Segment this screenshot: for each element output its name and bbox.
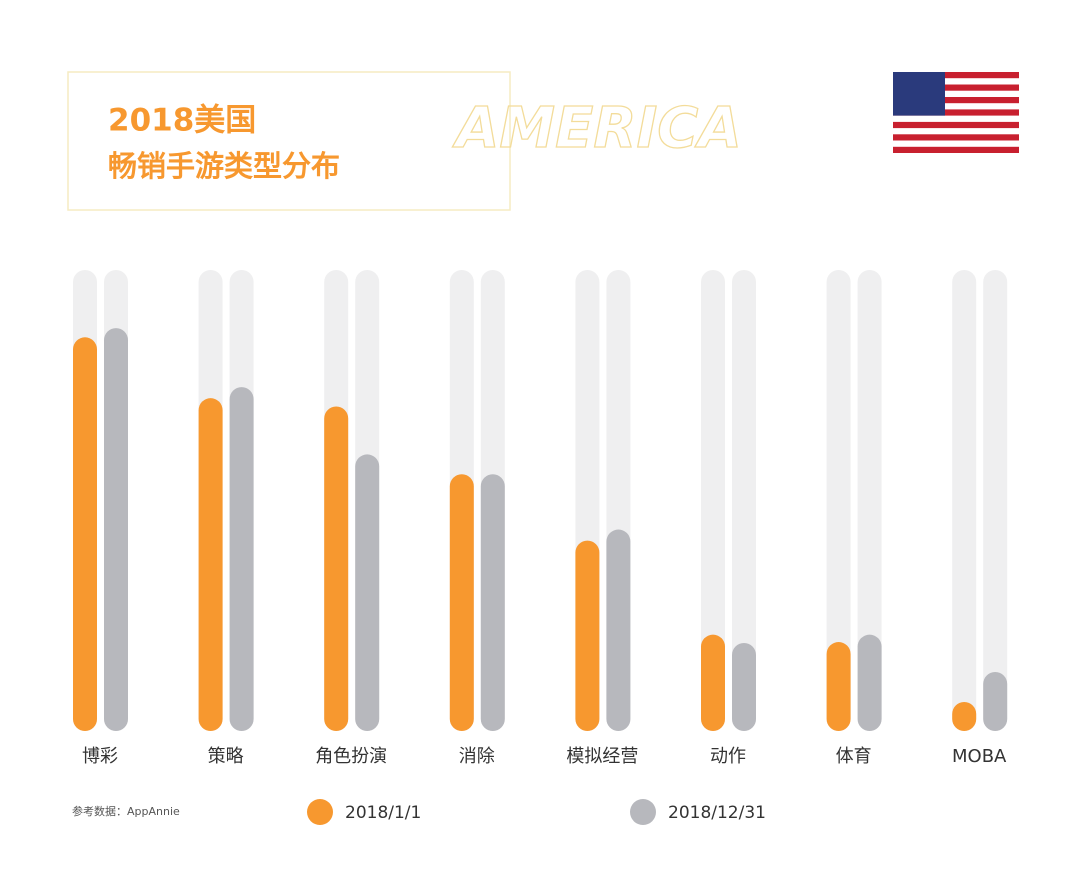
bar — [732, 642, 756, 731]
legend-label: 2018/1/1 — [345, 803, 421, 823]
chart-subtitle: 畅销手游类型分布 — [108, 149, 340, 183]
legend-swatch — [307, 799, 333, 825]
bar — [480, 474, 505, 731]
bar-track — [983, 270, 1008, 731]
bar — [73, 337, 97, 731]
legend-swatch — [630, 799, 656, 825]
legend-label: 2018/12/31 — [668, 803, 766, 823]
bar — [198, 398, 223, 731]
bar — [449, 474, 474, 731]
bar — [826, 642, 851, 731]
bar-track — [732, 270, 756, 731]
x-tick-label: 角色扮演 — [315, 746, 387, 767]
bar — [229, 387, 254, 731]
bar — [857, 634, 882, 731]
x-tick-label: MOBA — [952, 746, 1007, 767]
bar — [324, 406, 349, 731]
decoration-text: AMERICA — [452, 96, 742, 161]
x-tick-label: 体育 — [836, 746, 872, 767]
bar-track — [826, 270, 851, 731]
bar — [983, 671, 1008, 731]
bar — [575, 540, 600, 731]
bar — [355, 454, 380, 731]
bar — [104, 328, 128, 731]
chart-title: 2018美国 — [108, 103, 256, 139]
bar-track — [701, 270, 725, 731]
us-flag — [893, 72, 1019, 153]
x-tick-label: 博彩 — [82, 746, 118, 767]
x-tick-label: 消除 — [459, 746, 495, 767]
bar-track — [857, 270, 882, 731]
source-note: 参考数据：AppAnnie — [72, 804, 180, 818]
x-tick-label: 模拟经营 — [566, 746, 638, 767]
title-box — [67, 71, 511, 211]
bar — [952, 701, 977, 731]
bar — [701, 634, 725, 731]
x-tick-label: 动作 — [710, 746, 746, 767]
bar-track — [952, 270, 977, 731]
x-tick-label: 策略 — [208, 746, 244, 767]
bar — [606, 529, 631, 731]
